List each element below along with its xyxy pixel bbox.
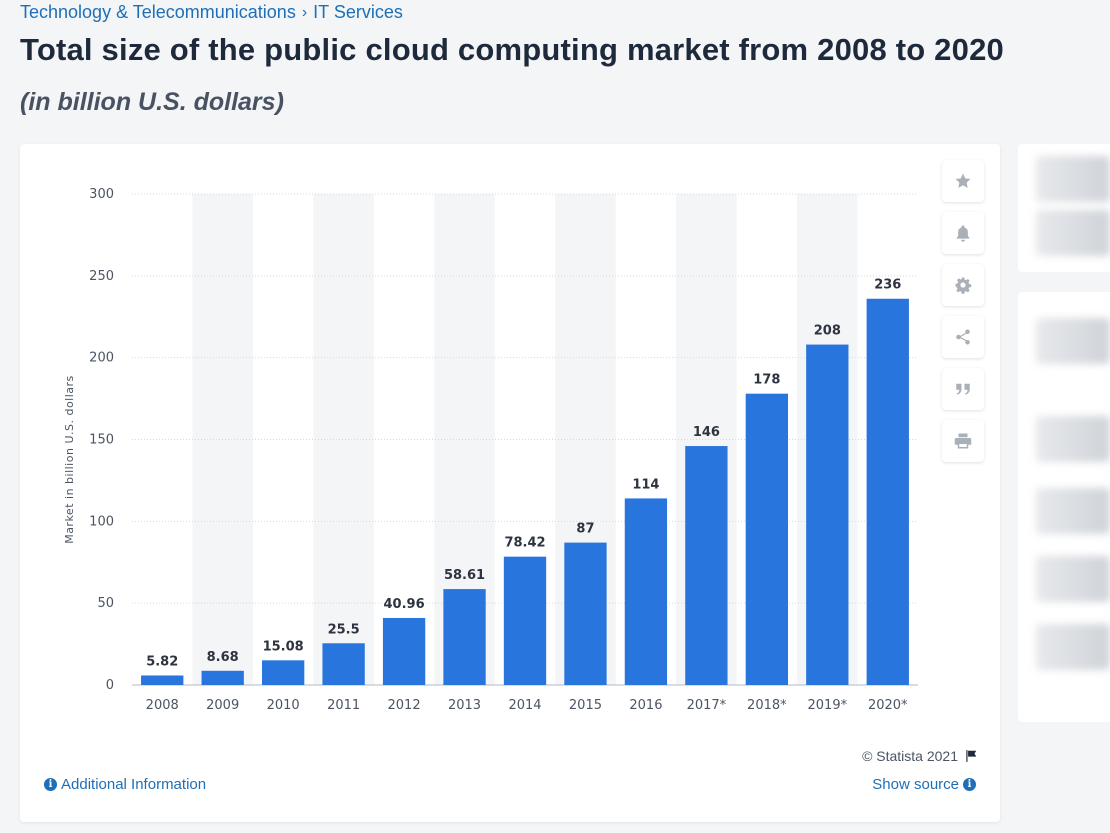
notification-button[interactable] — [942, 212, 984, 254]
bar-2014 — [503, 556, 547, 685]
data-label: 146 — [693, 425, 720, 440]
settings-button[interactable] — [942, 264, 984, 306]
show-source-label: Show source — [872, 776, 959, 793]
data-label: 58.61 — [444, 568, 485, 583]
x-tick-label: 2016 — [629, 698, 662, 713]
bar-2008 — [141, 675, 184, 685]
info-icon: i — [44, 778, 57, 791]
share-button[interactable] — [942, 316, 984, 358]
data-label: 40.96 — [384, 597, 425, 612]
y-tick-label: 250 — [89, 269, 114, 284]
copyright-text: © Statista 2021 — [862, 748, 958, 764]
print-button[interactable] — [942, 420, 984, 462]
bar-2011 — [322, 643, 365, 685]
blurred-content — [1036, 488, 1110, 534]
bar-2020* — [866, 298, 909, 685]
bar-2016 — [624, 498, 668, 685]
additional-information-label: Additional Information — [61, 776, 207, 793]
share-icon — [956, 329, 970, 345]
breadcrumb: Technology & Telecommunications › IT Ser… — [20, 2, 403, 23]
blurred-content — [1036, 318, 1110, 364]
chart-toolbar — [942, 160, 984, 462]
breadcrumb-separator: › — [301, 3, 308, 21]
blurred-content — [1036, 556, 1110, 602]
bar-2013 — [443, 589, 486, 685]
bar-2010 — [261, 660, 305, 685]
bar-2019* — [806, 344, 849, 685]
x-tick-label: 2017* — [687, 698, 727, 713]
breadcrumb-category-link[interactable]: Technology & Telecommunications — [20, 2, 296, 22]
x-tick-label: 2012 — [388, 698, 421, 713]
y-tick-label: 100 — [89, 514, 114, 529]
breadcrumb-subcategory-link[interactable]: IT Services — [313, 2, 403, 22]
data-label: 78.42 — [504, 536, 545, 551]
info-icon: i — [963, 778, 976, 791]
favorite-button[interactable] — [942, 160, 984, 202]
x-tick-label: 2018* — [747, 698, 787, 713]
x-tick-label: 2015 — [569, 698, 602, 713]
x-tick-label: 2014 — [508, 698, 541, 713]
data-label: 87 — [576, 522, 594, 537]
y-tick-label: 0 — [106, 678, 114, 693]
y-tick-label: 200 — [89, 351, 114, 366]
blurred-content — [1036, 156, 1110, 202]
data-label: 236 — [874, 278, 901, 293]
bar-2009 — [201, 670, 244, 685]
y-tick-label: 50 — [97, 596, 114, 611]
data-label: 15.08 — [263, 639, 304, 654]
blurred-content — [1036, 416, 1110, 462]
y-tick-label: 300 — [89, 187, 114, 202]
quote-icon — [956, 383, 970, 395]
blurred-content — [1036, 210, 1110, 256]
cite-button[interactable] — [942, 368, 984, 410]
data-label: 208 — [814, 324, 841, 339]
x-tick-label: 2011 — [327, 698, 360, 713]
x-tick-label: 2013 — [448, 698, 481, 713]
flag-icon — [966, 750, 977, 762]
chart-card: 0 50 100 150 200 250 300 Market in billion U.S.… — [20, 144, 1000, 822]
y-axis-title: Market in billion U.S. dollars — [63, 375, 76, 544]
data-label: 5.82 — [146, 654, 178, 669]
bell-icon — [956, 225, 970, 242]
blurred-content — [1036, 624, 1110, 670]
x-tick-label: 2008 — [146, 698, 179, 713]
data-label: 8.68 — [207, 650, 239, 665]
page-subtitle: (in billion U.S. dollars) — [20, 88, 284, 116]
bar-chart: 0 50 100 150 200 250 300 Market in billion U.S.… — [63, 187, 918, 713]
print-icon — [954, 433, 972, 449]
bar-2018* — [745, 393, 789, 685]
data-label: 114 — [632, 477, 659, 492]
copyright-notice: © Statista 2021 — [862, 748, 978, 764]
bar-2015 — [564, 542, 607, 685]
show-source-link[interactable]: Show source i — [872, 776, 976, 793]
y-tick-label: 150 — [89, 433, 114, 448]
column-stripe — [313, 194, 374, 685]
page-title: Total size of the public cloud computing… — [20, 32, 1004, 67]
bar-2012 — [382, 617, 426, 685]
gear-icon — [955, 277, 972, 294]
data-label: 178 — [753, 373, 780, 388]
x-tick-label: 2019* — [808, 698, 848, 713]
x-tick-label: 2020* — [868, 698, 908, 713]
x-tick-label: 2010 — [267, 698, 300, 713]
star-icon — [955, 173, 971, 188]
bar-2017* — [685, 446, 728, 685]
x-tick-label: 2009 — [206, 698, 239, 713]
additional-information-link[interactable]: i Additional Information — [44, 776, 206, 793]
data-label: 25.5 — [328, 622, 360, 637]
